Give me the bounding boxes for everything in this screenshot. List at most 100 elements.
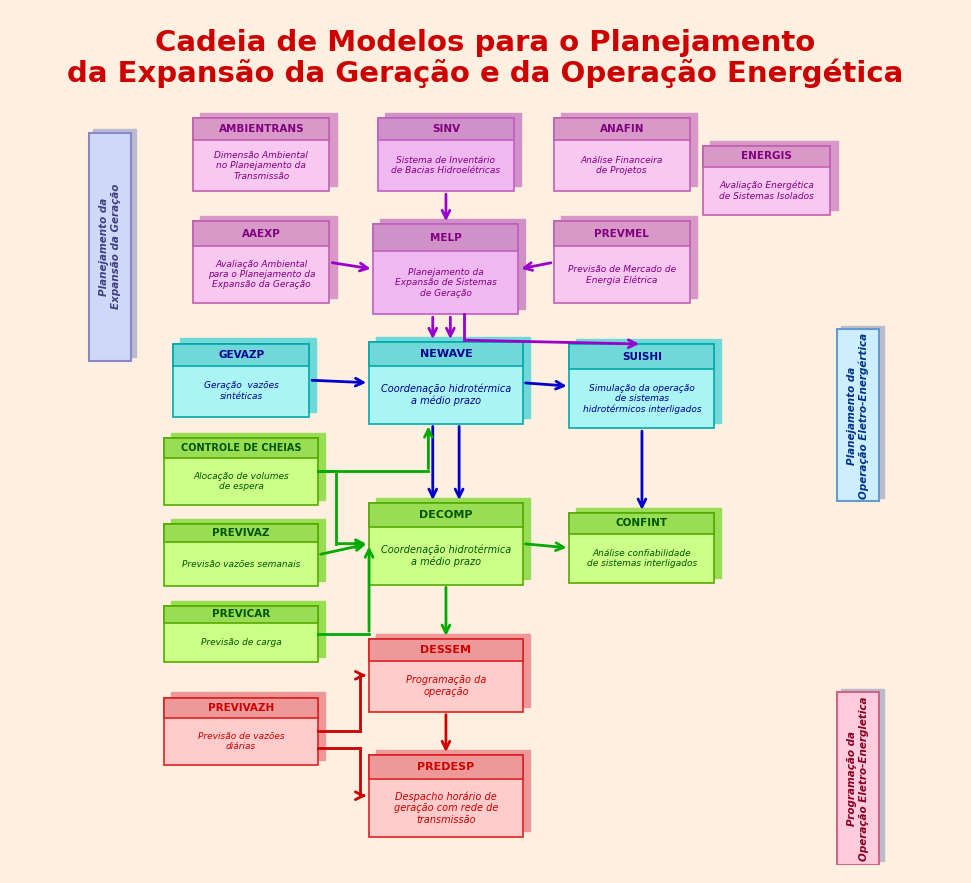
Text: Alocação de volumes
de espera: Alocação de volumes de espera xyxy=(193,472,289,491)
FancyBboxPatch shape xyxy=(376,336,530,419)
Text: AAEXP: AAEXP xyxy=(242,229,281,238)
FancyBboxPatch shape xyxy=(385,113,521,186)
FancyBboxPatch shape xyxy=(577,508,721,578)
Text: Previsão de carga: Previsão de carga xyxy=(201,638,282,647)
Text: Simulação da operação
de sistemas
hidrotérmicos interligados: Simulação da operação de sistemas hidrot… xyxy=(583,383,701,414)
FancyBboxPatch shape xyxy=(171,692,325,759)
FancyBboxPatch shape xyxy=(171,433,325,500)
FancyBboxPatch shape xyxy=(89,132,131,361)
Text: DECOMP: DECOMP xyxy=(419,510,473,520)
Text: ANAFIN: ANAFIN xyxy=(599,125,644,134)
FancyBboxPatch shape xyxy=(180,338,317,411)
Text: Previsão vazões semanais: Previsão vazões semanais xyxy=(182,560,300,569)
FancyBboxPatch shape xyxy=(164,524,318,542)
Text: Coordenação hidrotérmica
a médio prazo: Coordenação hidrotérmica a médio prazo xyxy=(381,545,511,567)
FancyBboxPatch shape xyxy=(703,146,830,167)
Text: Planejamento da
Operação Eletro-Energértica: Planejamento da Operação Eletro-Energért… xyxy=(847,332,869,499)
Text: Programação da
operação: Programação da operação xyxy=(406,675,486,697)
FancyBboxPatch shape xyxy=(842,326,884,498)
FancyBboxPatch shape xyxy=(200,113,337,186)
FancyBboxPatch shape xyxy=(164,698,318,718)
Text: PREVICAR: PREVICAR xyxy=(212,609,270,619)
Text: GEVAZP: GEVAZP xyxy=(218,350,264,359)
Text: Análise Financeira
de Projetos: Análise Financeira de Projetos xyxy=(581,156,663,176)
FancyBboxPatch shape xyxy=(193,222,329,303)
Text: PREVIVAZH: PREVIVAZH xyxy=(208,703,274,713)
FancyBboxPatch shape xyxy=(369,502,522,585)
FancyBboxPatch shape xyxy=(378,118,514,192)
FancyBboxPatch shape xyxy=(374,224,519,251)
FancyBboxPatch shape xyxy=(376,498,530,579)
FancyBboxPatch shape xyxy=(569,513,715,583)
Text: Planejamento da
Expansão de Sistemas
de Geração: Planejamento da Expansão de Sistemas de … xyxy=(395,268,497,298)
Text: Planejamento da
Expansão da Geração: Planejamento da Expansão da Geração xyxy=(99,185,121,309)
FancyBboxPatch shape xyxy=(173,343,310,417)
Text: da Expansão da Geração e da Operação Energética: da Expansão da Geração e da Operação Ene… xyxy=(67,58,904,87)
Text: Coordenação hidrotérmica
a médio prazo: Coordenação hidrotérmica a médio prazo xyxy=(381,383,511,406)
Text: CONTROLE DE CHEIAS: CONTROLE DE CHEIAS xyxy=(181,443,301,453)
FancyBboxPatch shape xyxy=(369,638,522,660)
FancyBboxPatch shape xyxy=(569,344,715,428)
FancyBboxPatch shape xyxy=(569,513,715,534)
Text: Avaliação Energética
de Sistemas Isolados: Avaliação Energética de Sistemas Isolado… xyxy=(720,181,815,200)
FancyBboxPatch shape xyxy=(560,216,697,298)
FancyBboxPatch shape xyxy=(193,118,329,192)
FancyBboxPatch shape xyxy=(378,118,514,140)
Text: PREVIVAZ: PREVIVAZ xyxy=(213,528,270,538)
FancyBboxPatch shape xyxy=(164,606,318,623)
Text: DESSEM: DESSEM xyxy=(420,645,472,654)
Text: Despacho horário de
geração com rede de
transmissão: Despacho horário de geração com rede de … xyxy=(394,791,498,825)
FancyBboxPatch shape xyxy=(553,222,689,246)
FancyBboxPatch shape xyxy=(837,692,880,864)
FancyBboxPatch shape xyxy=(193,118,329,140)
FancyBboxPatch shape xyxy=(193,222,329,246)
Text: ENERGIS: ENERGIS xyxy=(741,152,792,162)
FancyBboxPatch shape xyxy=(369,502,522,527)
Text: Previsão de vazões
diárias: Previsão de vazões diárias xyxy=(198,732,285,751)
FancyBboxPatch shape xyxy=(369,342,522,366)
FancyBboxPatch shape xyxy=(837,329,880,502)
Text: Análise confiabilidade
de sistemas interligados: Análise confiabilidade de sistemas inter… xyxy=(586,549,697,569)
FancyBboxPatch shape xyxy=(173,343,310,366)
Text: Programação da
Operação Eletro-Energletica: Programação da Operação Eletro-Energleti… xyxy=(848,697,869,861)
Text: PREVMEL: PREVMEL xyxy=(594,229,650,238)
FancyBboxPatch shape xyxy=(164,606,318,662)
FancyBboxPatch shape xyxy=(164,524,318,585)
FancyBboxPatch shape xyxy=(200,216,337,298)
FancyBboxPatch shape xyxy=(710,141,838,210)
Text: Avaliação Ambiental
para o Planejamento da
Expansão da Geração: Avaliação Ambiental para o Planejamento … xyxy=(208,260,316,290)
Text: Cadeia de Modelos para o Planejamento: Cadeia de Modelos para o Planejamento xyxy=(155,29,816,57)
FancyBboxPatch shape xyxy=(171,518,325,581)
Text: Dimensão Ambiental
no Planejamento da
Transmissão: Dimensão Ambiental no Planejamento da Tr… xyxy=(215,151,309,181)
FancyBboxPatch shape xyxy=(553,118,689,192)
FancyBboxPatch shape xyxy=(577,339,721,423)
FancyBboxPatch shape xyxy=(703,146,830,215)
FancyBboxPatch shape xyxy=(381,219,525,309)
FancyBboxPatch shape xyxy=(560,113,697,186)
FancyBboxPatch shape xyxy=(369,755,522,780)
FancyBboxPatch shape xyxy=(164,438,318,458)
FancyBboxPatch shape xyxy=(369,342,522,424)
FancyBboxPatch shape xyxy=(374,224,519,314)
Text: Sistema de Inventário
de Bacias Hidroelétricas: Sistema de Inventário de Bacias Hidroelé… xyxy=(391,156,500,176)
FancyBboxPatch shape xyxy=(164,438,318,505)
Text: SUISHI: SUISHI xyxy=(622,351,662,362)
FancyBboxPatch shape xyxy=(553,118,689,140)
Text: MELP: MELP xyxy=(430,232,462,243)
Text: Previsão de Mercado de
Energia Elétrica: Previsão de Mercado de Energia Elétrica xyxy=(568,265,676,284)
FancyBboxPatch shape xyxy=(376,634,530,706)
FancyBboxPatch shape xyxy=(842,689,884,861)
FancyBboxPatch shape xyxy=(164,698,318,765)
Text: AMBIENTRANS: AMBIENTRANS xyxy=(218,125,304,134)
Text: Geração  vazões
sintéticas: Geração vazões sintéticas xyxy=(204,381,279,401)
Text: PREDESP: PREDESP xyxy=(418,762,475,772)
FancyBboxPatch shape xyxy=(369,755,522,836)
FancyBboxPatch shape xyxy=(376,750,530,832)
Text: SINV: SINV xyxy=(432,125,460,134)
FancyBboxPatch shape xyxy=(93,129,136,358)
FancyBboxPatch shape xyxy=(569,344,715,369)
FancyBboxPatch shape xyxy=(369,638,522,712)
Text: NEWAVE: NEWAVE xyxy=(419,349,472,359)
FancyBboxPatch shape xyxy=(171,600,325,657)
Text: CONFINT: CONFINT xyxy=(616,518,668,528)
